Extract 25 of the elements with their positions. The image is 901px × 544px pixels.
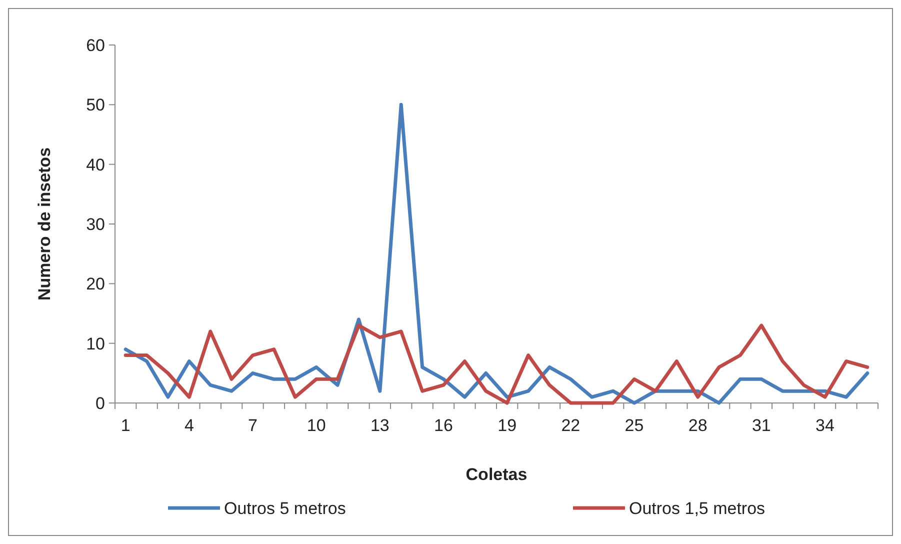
line-series — [124, 102, 870, 405]
y-axis-title: Numero de insetos — [35, 147, 54, 301]
x-tick-label: 10 — [306, 416, 326, 435]
x-axis-title: Coletas — [466, 465, 528, 484]
x-tick-label: 19 — [498, 416, 517, 435]
x-tick-label: 31 — [752, 416, 771, 435]
legend-label: Outros 1,5 metros — [629, 498, 766, 518]
x-tick-label: 22 — [561, 416, 580, 435]
x-tick-label: 4 — [184, 416, 194, 435]
legend-label: Outros 5 metros — [224, 498, 346, 518]
y-tick-label: 20 — [86, 274, 105, 294]
y-tick-label: 50 — [86, 96, 105, 115]
x-tick-label: 25 — [624, 416, 644, 435]
y-tick-label: 40 — [86, 155, 105, 174]
x-tick-label: 1 — [120, 416, 130, 435]
y-tick-label: 10 — [86, 334, 105, 354]
y-tick-label: 60 — [86, 36, 105, 55]
y-tick-label: 0 — [96, 394, 105, 413]
x-tick-label: 34 — [816, 416, 834, 435]
x-tick-label: 13 — [370, 416, 390, 435]
x-tick-label: 7 — [248, 416, 258, 435]
x-tick-label: 16 — [434, 416, 453, 435]
y-tick-label: 30 — [86, 214, 105, 234]
x-tick-label: 28 — [688, 416, 708, 435]
line-series — [124, 324, 870, 405]
